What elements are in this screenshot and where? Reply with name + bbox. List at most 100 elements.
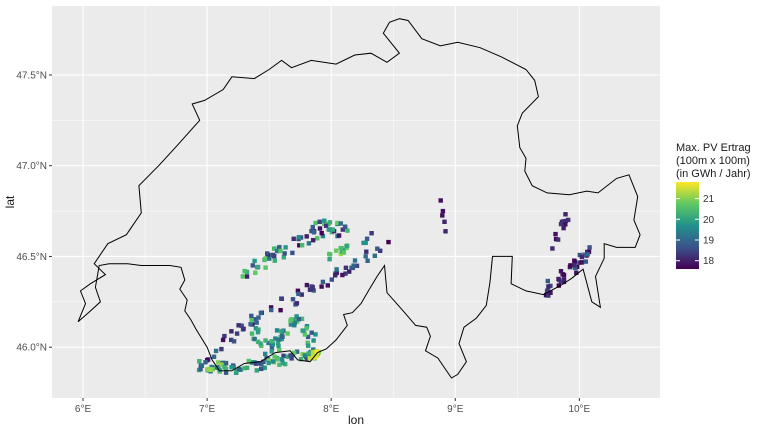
pv-cell [299,316,305,322]
pv-cell [256,327,261,332]
pv-cell [561,279,567,285]
pv-cell [288,353,293,358]
pv-cell [363,240,368,245]
pv-cell [329,277,334,282]
pv-cell [299,243,305,248]
pv-cell [579,260,584,265]
pv-cell [249,331,255,336]
pv-cell [440,208,446,214]
pv-cell [334,270,339,275]
pv-cell [386,239,391,245]
switzerland-border [77,18,641,379]
pv-cell [267,256,272,261]
pv-cell [285,331,290,336]
pv-cell [279,357,285,362]
pv-cell [340,227,345,232]
pv-cell [315,236,320,241]
pv-cell [365,258,370,263]
pv-cell [300,352,305,357]
pv-cell [583,259,588,264]
legend-colorbar [676,182,699,269]
pv-cell [295,319,300,324]
pv-cell [239,323,244,328]
pv-cell [323,223,329,228]
y-axis-title: lat [3,195,17,208]
pv-cell [265,251,270,256]
pv-cell [310,286,315,292]
legend-ticks: 18 19 20 21 [676,194,715,267]
pv-cell [244,365,250,370]
pv-cell [375,246,380,251]
pv-cell [222,365,227,370]
panel-background [52,6,660,398]
pv-cell [572,258,577,263]
pv-cell [327,220,333,225]
pv-cell [558,279,564,284]
pv-cell [220,337,226,343]
pv-cell [314,349,319,354]
pv-cell [320,279,326,285]
pv-cell [546,284,551,289]
pv-cell [563,212,568,217]
pv-cell [338,245,343,251]
pv-cell [327,252,333,257]
pv-cell [354,263,360,268]
pv-cell [263,265,268,270]
pv-cell [343,224,348,229]
pv-cell [236,323,241,328]
pv-cell [296,235,302,240]
pv-cell [582,252,587,257]
pv-cell [319,230,324,236]
pv-cell [307,287,313,292]
pv-cell [295,288,301,293]
pv-cell [242,366,247,371]
pv-cell [442,219,447,224]
pv-cell [280,360,286,366]
legend-title-line-2: (100m x 100m) [676,155,750,167]
pv-cell [246,358,251,364]
legend-title-line-3: (in GWh / Jahr) [676,168,751,180]
pv-cell [550,246,555,251]
pv-cell [587,245,592,250]
pv-cell [266,340,271,346]
pv-cell [335,220,340,226]
pv-cell [305,340,310,345]
pv-cell [352,258,358,263]
pv-cell [292,320,297,325]
pv-cell [317,226,323,231]
pv-cell [320,233,326,239]
pv-cell [344,243,349,249]
pv-cell [249,313,254,319]
pv-cell [285,354,290,359]
pv-cell [288,322,294,327]
pv-cell [249,318,254,323]
pv-cell [273,336,278,341]
y-tick-label: 46.5°N [16,252,47,263]
pv-cell [291,350,297,356]
pv-cell [311,349,316,355]
pv-cell [327,257,332,262]
pv-cell [250,263,255,268]
y-tick-label: 46.0°N [16,343,47,354]
pv-cell [241,326,246,331]
pv-cell [333,273,338,278]
pv-cell [440,213,445,218]
pv-cell [282,251,287,256]
pv-cell [378,248,383,253]
grid [52,6,660,398]
pv-cell [269,307,274,313]
pv-cell [336,233,342,238]
pv-cell [216,360,221,365]
pv-cell [281,353,286,358]
pv-cell [277,337,282,342]
pv-cell [545,278,550,284]
pv-cell [266,360,271,366]
pv-cell [219,346,224,352]
x-axis: 6°E 7°E 8°E 9°E 10°E [75,398,591,415]
pv-cell [572,263,577,268]
pv-cell [558,221,564,227]
pv-cell [443,229,448,234]
pv-cell [206,366,211,372]
pv-cell [309,228,314,234]
